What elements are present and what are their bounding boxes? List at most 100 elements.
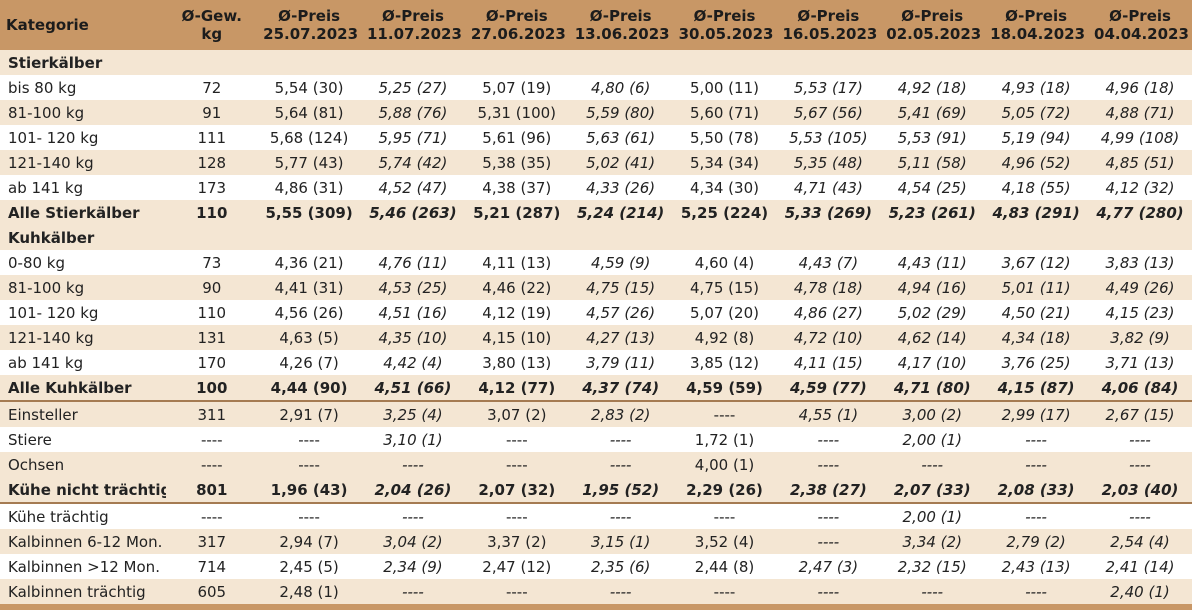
table-body: Stierkälber bis 80 kg 72 5,54 (30) 5,25 (27)… — [0, 50, 1192, 604]
header-price-date: 30.05.2023 — [678, 25, 774, 43]
price-cell: 5,25 (27) — [361, 75, 465, 100]
price-cell: 4,60 (4) — [672, 250, 777, 275]
row-weight: 170 — [166, 350, 258, 375]
price-cell: 4,44 (90) — [257, 375, 361, 402]
price-cell: 4,99 (108) — [1088, 125, 1192, 150]
total-row: Kühe nicht trächtig 801 1,96 (43) 2,04 (26)… — [0, 477, 1192, 504]
price-cell: 5,46 (263) — [361, 200, 465, 225]
price-cell: 4,59 (9) — [568, 250, 673, 275]
header-price-0: Ø-Preis 25.07.2023 — [257, 0, 361, 50]
price-cell: 2,79 (2) — [984, 529, 1089, 554]
table-row: 0-80 kg 73 4,36 (21) 4,76 (11) 4,11 (13) 4,59… — [0, 250, 1192, 275]
price-cell: ---- — [257, 452, 361, 477]
price-cell: 4,63 (5) — [257, 325, 361, 350]
header-price-1: Ø-Preis 11.07.2023 — [361, 0, 465, 50]
header-gewicht-line2: kg — [201, 25, 223, 43]
total-row: Alle Stierkälber 110 5,55 (309) 5,46 (263) 5… — [0, 200, 1192, 225]
row-weight: 110 — [166, 200, 258, 225]
price-cell: 5,77 (43) — [257, 150, 361, 175]
price-cell: ---- — [776, 503, 881, 529]
row-label: Einsteller — [0, 401, 167, 427]
table-row: Kalbinnen 6-12 Mon. 317 2,94 (7) 3,04 (2) 3,… — [0, 529, 1192, 554]
header-row: Kategorie Ø-Gew. kg Ø-Preis 25.07.2023 Ø-P… — [0, 0, 1192, 50]
price-cell: 4,33 (26) — [568, 175, 673, 200]
price-cell: ---- — [464, 503, 569, 529]
header-price-8: Ø-Preis 04.04.2023 — [1088, 0, 1192, 50]
price-cell: 4,55 (1) — [776, 401, 881, 427]
header-price-date: 02.05.2023 — [886, 25, 982, 43]
price-cell: 5,53 (17) — [776, 75, 881, 100]
price-cell: 4,54 (25) — [880, 175, 985, 200]
price-cell: ---- — [672, 401, 777, 427]
price-cell: 2,47 (12) — [464, 554, 569, 579]
price-cell: 5,74 (42) — [361, 150, 465, 175]
price-cell: 4,76 (11) — [361, 250, 465, 275]
header-kategorie: Kategorie — [0, 0, 167, 50]
price-cell: 3,52 (4) — [672, 529, 777, 554]
section-label: Kuhkälber — [0, 225, 1192, 250]
price-cell: 5,54 (30) — [257, 75, 361, 100]
price-cell: 2,67 (15) — [1088, 401, 1192, 427]
price-cell: 4,11 (13) — [464, 250, 569, 275]
price-cell: 2,04 (26) — [361, 477, 465, 504]
row-label: Stiere — [0, 427, 167, 452]
price-cell: 5,19 (94) — [984, 125, 1089, 150]
price-cell: ---- — [984, 427, 1089, 452]
price-cell: ---- — [880, 452, 985, 477]
price-cell: 3,82 (9) — [1088, 325, 1192, 350]
price-cell: 5,07 (20) — [672, 300, 777, 325]
header-gewicht-line1: Ø-Gew. — [181, 7, 242, 25]
price-cell: 3,71 (13) — [1088, 350, 1192, 375]
row-label: bis 80 kg — [0, 75, 167, 100]
price-cell: 4,06 (84) — [1088, 375, 1192, 402]
price-cell: 4,34 (30) — [672, 175, 777, 200]
row-label: Kühe nicht trächtig — [0, 477, 167, 504]
table-row: bis 80 kg 72 5,54 (30) 5,25 (27) 5,07 (19) 4,… — [0, 75, 1192, 100]
price-cell: 4,17 (10) — [880, 350, 985, 375]
price-cell: ---- — [1088, 427, 1192, 452]
header-price-label: Ø-Preis — [693, 7, 756, 25]
price-cell: 2,07 (33) — [880, 477, 985, 504]
price-cell: 5,95 (71) — [361, 125, 465, 150]
header-price-date: 11.07.2023 — [367, 25, 462, 43]
price-cell: 4,71 (80) — [880, 375, 985, 402]
row-label: Kalbinnen trächtig — [0, 579, 167, 604]
price-cell: 2,00 (1) — [880, 427, 985, 452]
price-cell: 5,07 (19) — [464, 75, 569, 100]
price-cell: 4,43 (7) — [776, 250, 881, 275]
price-cell: 2,32 (15) — [880, 554, 985, 579]
price-cell: ---- — [568, 452, 673, 477]
price-cell: 2,07 (32) — [464, 477, 569, 504]
price-cell: 3,25 (4) — [361, 401, 465, 427]
price-cell: 5,23 (261) — [880, 200, 985, 225]
header-price-2: Ø-Preis 27.06.2023 — [464, 0, 569, 50]
price-cell: 4,11 (15) — [776, 350, 881, 375]
row-weight: 311 — [166, 401, 258, 427]
price-cell: 3,37 (2) — [464, 529, 569, 554]
price-cell: 4,75 (15) — [568, 275, 673, 300]
price-cell: ---- — [361, 579, 465, 604]
price-cell: 4,12 (19) — [464, 300, 569, 325]
price-cell: 4,37 (74) — [568, 375, 673, 402]
price-cell: 3,80 (13) — [464, 350, 569, 375]
price-cell: 4,49 (26) — [1088, 275, 1192, 300]
price-cell: 3,67 (12) — [984, 250, 1089, 275]
price-cell: 5,35 (48) — [776, 150, 881, 175]
table-row: ab 141 kg 170 4,26 (7) 4,42 (4) 3,80 (13) 3,7… — [0, 350, 1192, 375]
price-cell: 4,86 (31) — [257, 175, 361, 200]
price-cell: 4,36 (21) — [257, 250, 361, 275]
row-weight: 110 — [166, 300, 258, 325]
price-cell: 5,55 (309) — [257, 200, 361, 225]
row-label: Alle Kuhkälber — [0, 375, 167, 402]
price-cell: ---- — [568, 579, 673, 604]
price-cell: 2,45 (5) — [257, 554, 361, 579]
header-price-5: Ø-Preis 16.05.2023 — [776, 0, 881, 50]
header-price-label: Ø-Preis — [1005, 7, 1068, 25]
price-cell: 5,21 (287) — [464, 200, 569, 225]
table-row: ab 141 kg 173 4,86 (31) 4,52 (47) 4,38 (37) 4… — [0, 175, 1192, 200]
row-weight: 131 — [166, 325, 258, 350]
price-cell: ---- — [880, 579, 985, 604]
price-cell: 5,02 (41) — [568, 150, 673, 175]
price-cell: 2,29 (26) — [672, 477, 777, 504]
price-cell: 5,53 (91) — [880, 125, 985, 150]
